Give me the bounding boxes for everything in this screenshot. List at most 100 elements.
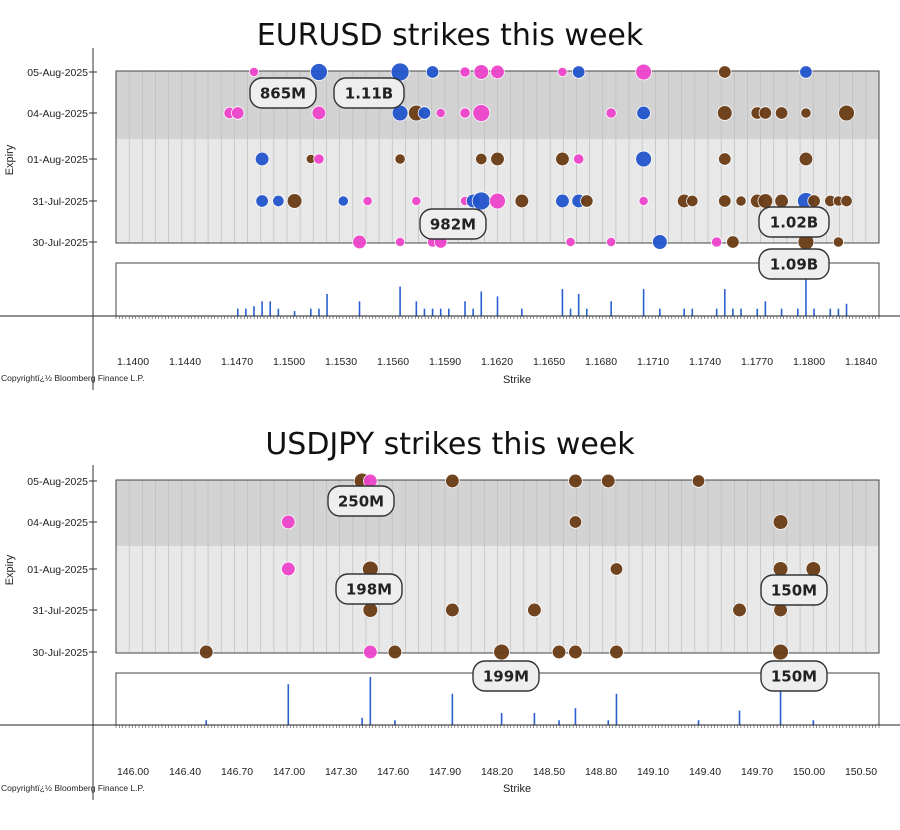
bubble-brown	[475, 152, 488, 166]
bubble-brown	[691, 474, 706, 488]
x-tick-label: 1.1500	[273, 356, 305, 368]
expiry-label: 01-Aug-2025	[27, 154, 88, 166]
bubble-brown	[490, 151, 505, 167]
bubble-brown	[832, 236, 845, 248]
bubble-brown	[493, 643, 510, 661]
x-tick-label: 1.1620	[481, 356, 513, 368]
bubble-brown	[394, 153, 406, 165]
bubble-blue	[635, 150, 652, 168]
callout-box	[760, 574, 828, 606]
bubble-pink	[635, 63, 652, 81]
x-tick-label: 150.00	[793, 766, 825, 778]
bubble-pink	[281, 514, 296, 530]
bubble-pink	[352, 234, 367, 250]
bubble-pink	[472, 104, 491, 122]
bubble-pink	[311, 105, 327, 121]
bubble-brown	[568, 644, 583, 660]
bubble-brown	[445, 602, 460, 618]
callout-label: 150M	[771, 668, 817, 686]
callout-label: 198M	[346, 581, 392, 599]
callout-label: 1.09B	[770, 256, 818, 274]
bubble-brown	[735, 195, 747, 207]
bubble-brown	[527, 602, 542, 618]
callout-box	[419, 208, 487, 240]
x-tick-label: 1.1400	[117, 356, 149, 368]
bubble-brown	[568, 515, 583, 529]
bubble-brown	[840, 194, 853, 208]
bubble-brown	[716, 105, 733, 121]
callout-label: 250M	[338, 493, 384, 511]
bubble-brown	[772, 561, 789, 577]
x-tick-label: 149.10	[637, 766, 669, 778]
callout-label: 865M	[260, 85, 306, 103]
callout-box	[472, 660, 540, 692]
expiry-label: 30-Jul-2025	[33, 237, 89, 249]
x-tick-label: 146.00	[117, 766, 149, 778]
callout-label: 1.11B	[345, 85, 393, 103]
bubble-pink	[489, 192, 506, 210]
bubble-brown	[609, 562, 624, 576]
x-tick-label: 146.70	[221, 766, 253, 778]
chart-title: USDJPY strikes this week	[265, 427, 635, 462]
x-tick-label: 1.1740	[689, 356, 721, 368]
x-tick-label: 147.90	[429, 766, 461, 778]
callout-box	[249, 77, 317, 109]
expiry-label: 05-Aug-2025	[27, 67, 88, 79]
bubble-blue	[636, 105, 651, 121]
bubble-brown	[718, 152, 732, 166]
x-tick-label: 147.30	[325, 766, 357, 778]
bubble-brown	[798, 151, 814, 167]
x-tick-label: 146.40	[169, 766, 201, 778]
bubble-pink	[473, 64, 490, 80]
x-tick-label: 147.60	[377, 766, 409, 778]
bubble-brown	[758, 106, 773, 120]
eurusd-chart-panel: EURUSD strikes this week 05-Aug-2025 04-Au…	[0, 18, 900, 390]
x-tick-label: 149.70	[741, 766, 773, 778]
expiry-label: 05-Aug-2025	[27, 476, 88, 488]
bubble-pink	[711, 236, 723, 248]
bubble-pink	[395, 236, 406, 248]
expiry-label: 01-Aug-2025	[27, 564, 88, 576]
bubble-brown	[774, 106, 789, 120]
expiry-label: 31-Jul-2025	[33, 605, 89, 617]
bubble-blue	[255, 194, 269, 208]
callout-label: 150M	[771, 582, 817, 600]
callout-label: 1.02B	[770, 214, 818, 232]
bubble-brown	[772, 643, 789, 661]
bubble-brown	[718, 65, 732, 79]
bubble-brown	[726, 235, 740, 249]
x-tick-label: 1.1840	[845, 356, 877, 368]
x-tick-label: 1.1590	[429, 356, 461, 368]
bubble-brown	[514, 193, 530, 209]
bubble-pink	[638, 195, 649, 207]
bubble-blue	[254, 151, 270, 167]
callout-box	[335, 573, 403, 605]
chart-title: EURUSD strikes this week	[257, 18, 644, 53]
bubble-blue	[555, 193, 570, 209]
bubble-brown	[805, 561, 822, 577]
x-tick-label: 148.50	[533, 766, 565, 778]
bubble-brown	[286, 193, 303, 209]
bubble-brown	[757, 193, 774, 209]
bubble-pink	[459, 66, 471, 78]
bubble-brown	[686, 194, 699, 208]
bubble-blue	[417, 106, 432, 120]
bubble-brown	[838, 104, 855, 122]
x-tick-label: 148.80	[585, 766, 617, 778]
expiry-label: 31-Jul-2025	[33, 196, 89, 208]
bubble-blue	[652, 234, 668, 250]
bubble-blue	[310, 63, 328, 81]
bubble-pink	[605, 107, 617, 119]
bubble-pink	[435, 107, 446, 119]
x-tick-label: 148.20	[481, 766, 513, 778]
bubble-blue	[337, 195, 349, 207]
callout-box	[333, 77, 405, 109]
x-tick-label: 1.1470	[221, 356, 253, 368]
bubble-pink	[557, 66, 568, 78]
expiry-label: 04-Aug-2025	[27, 108, 88, 120]
copyright-text: Copyrightï¿½ Bloomberg Finance L.P.	[1, 373, 144, 383]
callout-box	[758, 248, 830, 280]
bubble-brown	[601, 473, 616, 489]
bubble-brown	[555, 151, 570, 167]
